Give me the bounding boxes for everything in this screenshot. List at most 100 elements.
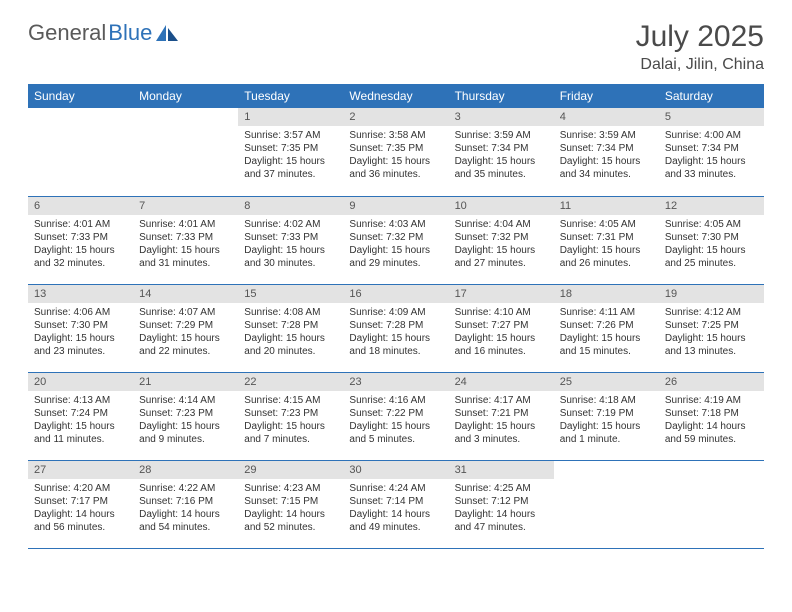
day-number: 13: [28, 285, 133, 303]
daylight-line: Daylight: 14 hours and 59 minutes.: [665, 420, 758, 446]
daylight-line: Daylight: 15 hours and 16 minutes.: [455, 332, 548, 358]
weekday-header-row: SundayMondayTuesdayWednesdayThursdayFrid…: [28, 84, 764, 108]
daylight-line: Daylight: 15 hours and 30 minutes.: [244, 244, 337, 270]
day-content: Sunrise: 4:14 AMSunset: 7:23 PMDaylight:…: [133, 391, 238, 450]
sunrise-line: Sunrise: 4:00 AM: [665, 129, 758, 142]
logo: GeneralBlue: [28, 20, 180, 46]
sunset-line: Sunset: 7:32 PM: [349, 231, 442, 244]
calendar-week-row: 1Sunrise: 3:57 AMSunset: 7:35 PMDaylight…: [28, 108, 764, 196]
sunset-line: Sunset: 7:34 PM: [455, 142, 548, 155]
daylight-line: Daylight: 15 hours and 13 minutes.: [665, 332, 758, 358]
title-location: Dalai, Jilin, China: [636, 56, 764, 74]
day-number: 18: [554, 285, 659, 303]
day-content: Sunrise: 4:01 AMSunset: 7:33 PMDaylight:…: [28, 215, 133, 274]
calendar-day-cell: 1Sunrise: 3:57 AMSunset: 7:35 PMDaylight…: [238, 108, 343, 196]
day-number: 15: [238, 285, 343, 303]
calendar-day-cell: 13Sunrise: 4:06 AMSunset: 7:30 PMDayligh…: [28, 284, 133, 372]
sunrise-line: Sunrise: 4:09 AM: [349, 306, 442, 319]
calendar-table: SundayMondayTuesdayWednesdayThursdayFrid…: [28, 84, 764, 549]
daylight-line: Daylight: 15 hours and 32 minutes.: [34, 244, 127, 270]
daylight-line: Daylight: 15 hours and 11 minutes.: [34, 420, 127, 446]
sunrise-line: Sunrise: 4:03 AM: [349, 218, 442, 231]
day-number: 23: [343, 373, 448, 391]
sunrise-line: Sunrise: 4:11 AM: [560, 306, 653, 319]
day-number: 1: [238, 108, 343, 126]
calendar-week-row: 20Sunrise: 4:13 AMSunset: 7:24 PMDayligh…: [28, 372, 764, 460]
sunrise-line: Sunrise: 4:20 AM: [34, 482, 127, 495]
day-number: 9: [343, 197, 448, 215]
daylight-line: Daylight: 15 hours and 9 minutes.: [139, 420, 232, 446]
calendar-day-cell: 19Sunrise: 4:12 AMSunset: 7:25 PMDayligh…: [659, 284, 764, 372]
weekday-header: Thursday: [449, 84, 554, 108]
day-content: Sunrise: 4:08 AMSunset: 7:28 PMDaylight:…: [238, 303, 343, 362]
sunset-line: Sunset: 7:31 PM: [560, 231, 653, 244]
calendar-day-cell: 29Sunrise: 4:23 AMSunset: 7:15 PMDayligh…: [238, 460, 343, 548]
calendar-day-cell: 27Sunrise: 4:20 AMSunset: 7:17 PMDayligh…: [28, 460, 133, 548]
daylight-line: Daylight: 15 hours and 36 minutes.: [349, 155, 442, 181]
calendar-body: 1Sunrise: 3:57 AMSunset: 7:35 PMDaylight…: [28, 108, 764, 548]
sunrise-line: Sunrise: 4:23 AM: [244, 482, 337, 495]
sunrise-line: Sunrise: 4:06 AM: [34, 306, 127, 319]
day-content: Sunrise: 3:58 AMSunset: 7:35 PMDaylight:…: [343, 126, 448, 185]
logo-sail-icon: [156, 25, 180, 41]
sunset-line: Sunset: 7:30 PM: [665, 231, 758, 244]
day-content: Sunrise: 4:06 AMSunset: 7:30 PMDaylight:…: [28, 303, 133, 362]
weekday-header: Monday: [133, 84, 238, 108]
sunset-line: Sunset: 7:32 PM: [455, 231, 548, 244]
sunrise-line: Sunrise: 4:08 AM: [244, 306, 337, 319]
logo-text-blue: Blue: [108, 20, 152, 46]
daylight-line: Daylight: 15 hours and 1 minute.: [560, 420, 653, 446]
sunrise-line: Sunrise: 4:07 AM: [139, 306, 232, 319]
calendar-day-cell: 9Sunrise: 4:03 AMSunset: 7:32 PMDaylight…: [343, 196, 448, 284]
sunset-line: Sunset: 7:28 PM: [244, 319, 337, 332]
calendar-day-cell: 4Sunrise: 3:59 AMSunset: 7:34 PMDaylight…: [554, 108, 659, 196]
sunrise-line: Sunrise: 4:18 AM: [560, 394, 653, 407]
day-number: 26: [659, 373, 764, 391]
sunset-line: Sunset: 7:35 PM: [349, 142, 442, 155]
sunset-line: Sunset: 7:21 PM: [455, 407, 548, 420]
daylight-line: Daylight: 15 hours and 15 minutes.: [560, 332, 653, 358]
daylight-line: Daylight: 15 hours and 35 minutes.: [455, 155, 548, 181]
daylight-line: Daylight: 15 hours and 3 minutes.: [455, 420, 548, 446]
daylight-line: Daylight: 14 hours and 54 minutes.: [139, 508, 232, 534]
calendar-day-cell: [554, 460, 659, 548]
daylight-line: Daylight: 15 hours and 23 minutes.: [34, 332, 127, 358]
daylight-line: Daylight: 15 hours and 20 minutes.: [244, 332, 337, 358]
logo-text-general: General: [28, 20, 106, 46]
calendar-day-cell: 21Sunrise: 4:14 AMSunset: 7:23 PMDayligh…: [133, 372, 238, 460]
calendar-day-cell: 11Sunrise: 4:05 AMSunset: 7:31 PMDayligh…: [554, 196, 659, 284]
calendar-day-cell: 12Sunrise: 4:05 AMSunset: 7:30 PMDayligh…: [659, 196, 764, 284]
calendar-day-cell: 31Sunrise: 4:25 AMSunset: 7:12 PMDayligh…: [449, 460, 554, 548]
sunset-line: Sunset: 7:15 PM: [244, 495, 337, 508]
day-number: 31: [449, 461, 554, 479]
day-content: Sunrise: 4:05 AMSunset: 7:30 PMDaylight:…: [659, 215, 764, 274]
daylight-line: Daylight: 15 hours and 37 minutes.: [244, 155, 337, 181]
sunrise-line: Sunrise: 4:10 AM: [455, 306, 548, 319]
weekday-header: Saturday: [659, 84, 764, 108]
sunset-line: Sunset: 7:33 PM: [34, 231, 127, 244]
day-content: Sunrise: 4:01 AMSunset: 7:33 PMDaylight:…: [133, 215, 238, 274]
calendar-day-cell: 8Sunrise: 4:02 AMSunset: 7:33 PMDaylight…: [238, 196, 343, 284]
sunrise-line: Sunrise: 4:16 AM: [349, 394, 442, 407]
daylight-line: Daylight: 14 hours and 49 minutes.: [349, 508, 442, 534]
calendar-day-cell: 10Sunrise: 4:04 AMSunset: 7:32 PMDayligh…: [449, 196, 554, 284]
weekday-header: Friday: [554, 84, 659, 108]
sunset-line: Sunset: 7:33 PM: [244, 231, 337, 244]
day-number: 12: [659, 197, 764, 215]
daylight-line: Daylight: 15 hours and 27 minutes.: [455, 244, 548, 270]
header: GeneralBlue July 2025 Dalai, Jilin, Chin…: [28, 20, 764, 74]
sunrise-line: Sunrise: 4:04 AM: [455, 218, 548, 231]
sunset-line: Sunset: 7:29 PM: [139, 319, 232, 332]
day-content: Sunrise: 4:19 AMSunset: 7:18 PMDaylight:…: [659, 391, 764, 450]
daylight-line: Daylight: 15 hours and 31 minutes.: [139, 244, 232, 270]
day-content: Sunrise: 4:09 AMSunset: 7:28 PMDaylight:…: [343, 303, 448, 362]
sunset-line: Sunset: 7:35 PM: [244, 142, 337, 155]
day-content: Sunrise: 4:02 AMSunset: 7:33 PMDaylight:…: [238, 215, 343, 274]
calendar-day-cell: 30Sunrise: 4:24 AMSunset: 7:14 PMDayligh…: [343, 460, 448, 548]
daylight-line: Daylight: 15 hours and 22 minutes.: [139, 332, 232, 358]
title-block: July 2025 Dalai, Jilin, China: [636, 20, 764, 74]
title-month: July 2025: [636, 20, 764, 54]
sunrise-line: Sunrise: 4:17 AM: [455, 394, 548, 407]
day-number: 17: [449, 285, 554, 303]
calendar-week-row: 27Sunrise: 4:20 AMSunset: 7:17 PMDayligh…: [28, 460, 764, 548]
